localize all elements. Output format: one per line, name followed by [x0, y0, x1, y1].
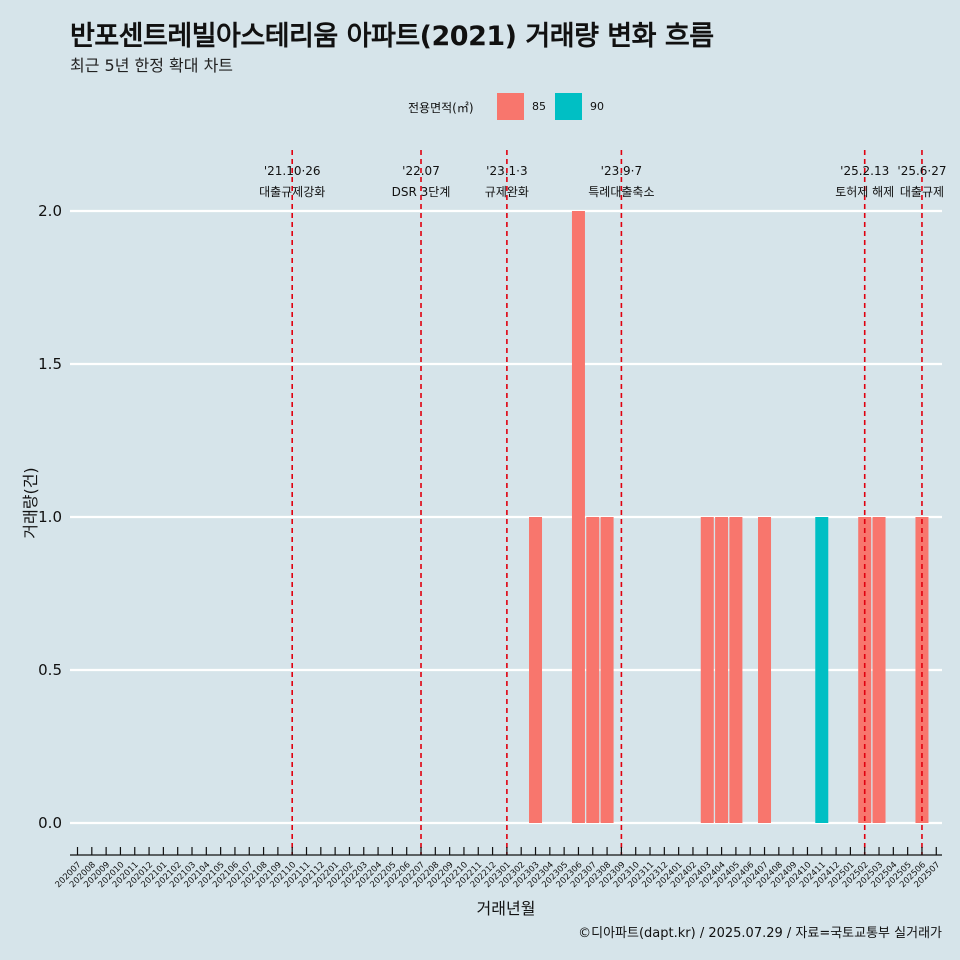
legend-label-85: 85 — [532, 100, 546, 113]
bar-85-202405 — [729, 517, 743, 823]
bar-85-202303 — [529, 517, 543, 823]
annotation-date: '25.6·27 — [897, 164, 946, 178]
bar-85-202403 — [700, 517, 714, 823]
y-tick-label: 0.5 — [38, 661, 62, 679]
chart-title: 반포센트레빌아스테리움 아파트(2021) 거래량 변화 흐름 — [70, 21, 714, 52]
bar-85-202503 — [872, 517, 886, 823]
bar-85-202306 — [571, 211, 585, 823]
bar-85-202506 — [915, 517, 929, 823]
bar-85-202308 — [600, 517, 614, 823]
y-tick-label: 1.0 — [38, 508, 62, 526]
y-tick-label: 0.0 — [38, 814, 62, 832]
annotation-date: '25.2.13 — [840, 164, 889, 178]
y-tick-label: 1.5 — [38, 355, 62, 373]
bar-90-202411 — [815, 517, 829, 823]
bar-85-202404 — [715, 517, 729, 823]
annotation-label: DSR 3단계 — [392, 185, 451, 199]
caption: ©디아파트(dapt.kr) / 2025.07.29 / 자료=국토교통부 실… — [578, 926, 942, 941]
bar-85-202407 — [758, 517, 772, 823]
annotation-date: '22.07 — [402, 164, 440, 178]
annotation-date: '23.9·7 — [601, 164, 642, 178]
bar-85-202502 — [858, 517, 872, 823]
annotation-label: 규제완화 — [485, 185, 529, 199]
annotation-label: 토허제 해제 — [835, 185, 894, 199]
y-tick-label: 2.0 — [38, 202, 62, 220]
annotation-date: '21.10·26 — [264, 164, 321, 178]
annotation-label: 대출규제 — [900, 185, 944, 199]
legend-key-90 — [555, 93, 582, 120]
y-axis-title: 거래량(건) — [21, 467, 40, 538]
legend: 전용면적(㎡) 85 90 — [0, 93, 960, 121]
legend-key-85 — [497, 93, 524, 120]
legend-title: 전용면적(㎡) — [408, 101, 474, 115]
bar-85-202307 — [586, 517, 600, 823]
x-axis-title: 거래년월 — [477, 899, 536, 918]
annotation-label: 특례대출축소 — [588, 185, 654, 199]
annotation-date: '23.1·3 — [486, 164, 527, 178]
chart-subtitle: 최근 5년 한정 확대 차트 — [70, 56, 234, 75]
annotation-label: 대출규제강화 — [259, 185, 325, 199]
legend-label-90: 90 — [590, 100, 604, 113]
